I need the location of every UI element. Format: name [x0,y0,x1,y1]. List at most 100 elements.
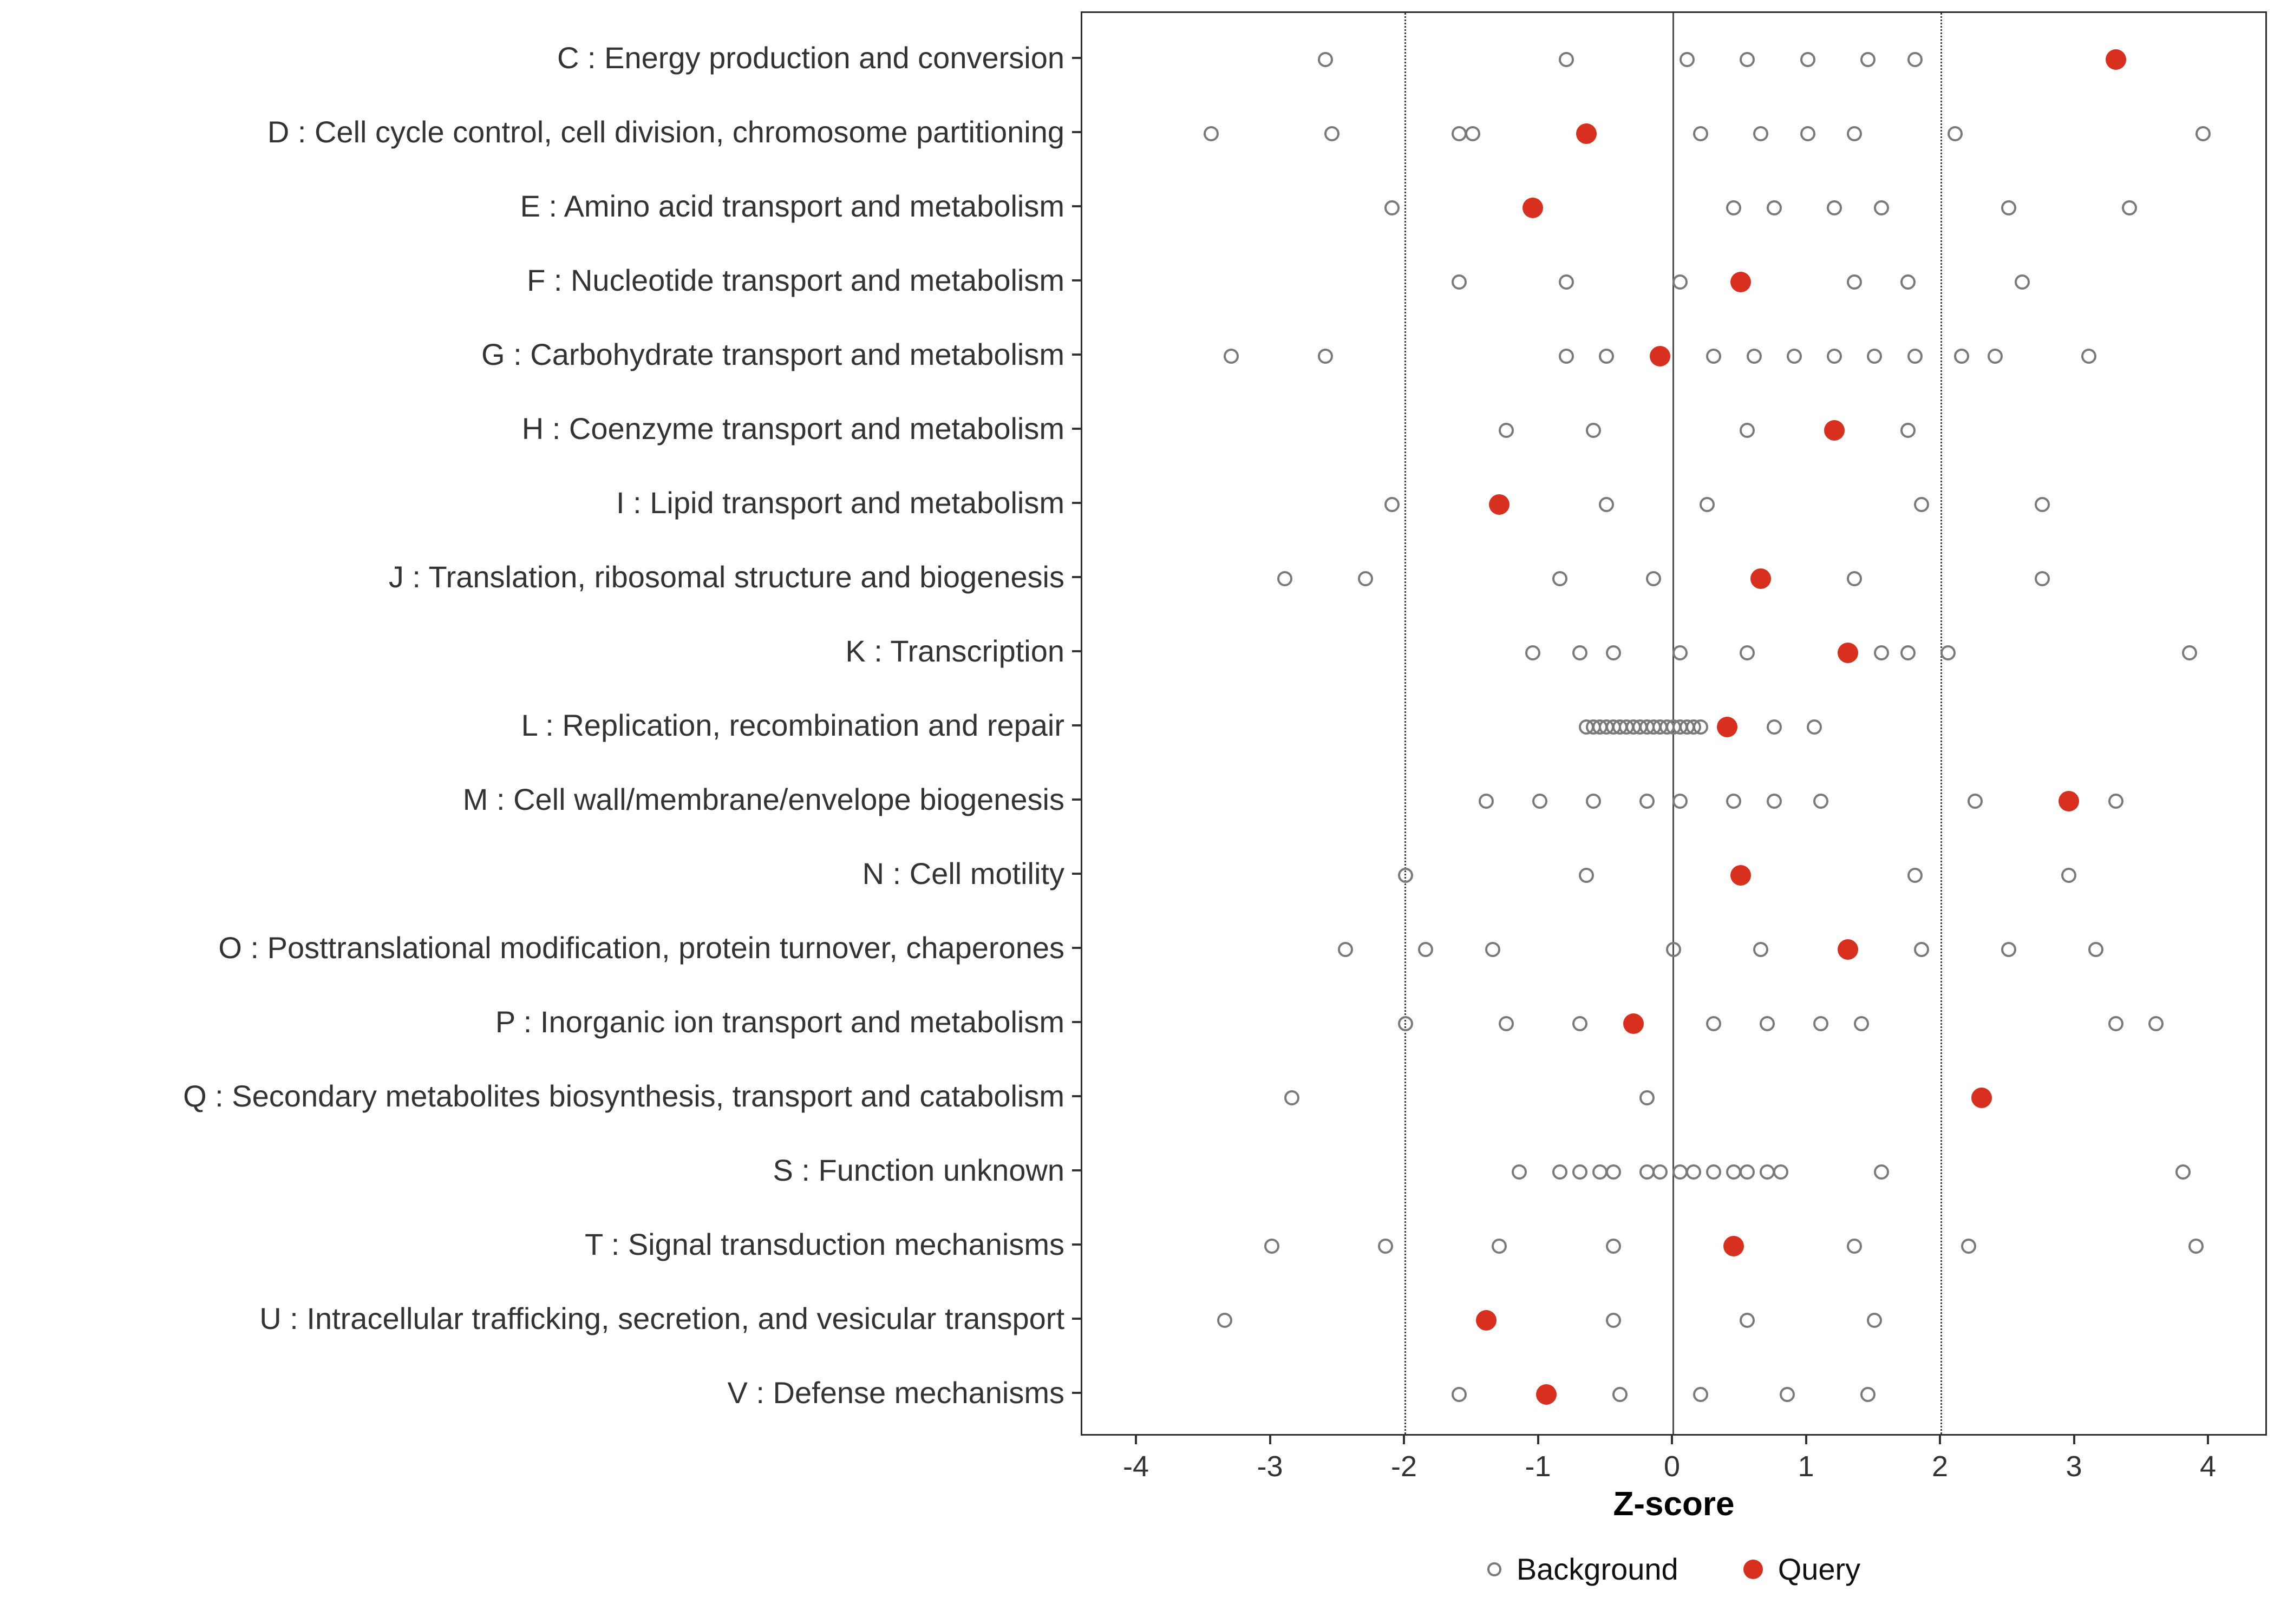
background-point [1753,126,1768,141]
background-point [1988,349,2003,364]
legend-item-query: Query [1743,1551,1860,1587]
query-point [1824,420,1845,441]
background-point [1605,1313,1621,1328]
background-point [1277,571,1293,586]
category-label: G : Carbohydrate transport and metabolis… [481,337,1064,371]
x-tick-label: -3 [1257,1450,1283,1483]
background-point [1284,1090,1299,1105]
category-label: N : Cell motility [862,856,1064,890]
y-axis-tick [1072,1021,1081,1023]
query-point [1650,346,1671,366]
background-point [1813,1016,1829,1031]
background-point [1532,794,1547,809]
background-point [1525,645,1541,660]
category-label: F : Nucleotide transport and metabolism [527,263,1064,297]
query-point [1837,643,1858,663]
y-axis-tick [1072,353,1081,356]
background-point [1452,126,1467,141]
background-point [1652,1164,1668,1180]
y-axis-tick [1072,873,1081,875]
y-axis-tick [1072,131,1081,133]
query-point [2105,49,2126,70]
y-axis-tick [1072,724,1081,726]
background-point [2175,1164,2191,1180]
x-axis-tick [1269,1436,1271,1444]
query-point [1971,1088,1992,1108]
query-point [1475,1310,1497,1331]
query-point [1723,1236,1744,1256]
x-axis-tick [2073,1436,2075,1444]
background-point [1873,200,1889,215]
background-point [1847,126,1863,141]
x-tick-label: 4 [2199,1450,2217,1483]
background-point [1217,1313,1232,1328]
background-point [1572,645,1587,660]
background-point [1900,274,1916,290]
x-axis-tick [1939,1436,1941,1444]
x-tick-label: -1 [1525,1450,1551,1483]
x-tick-label: 3 [2066,1450,2082,1483]
category-label: K : Transcription [845,634,1064,668]
y-axis-tick [1072,650,1081,652]
background-point [1907,52,1923,67]
background-point [2121,200,2137,215]
background-point [1873,645,1889,660]
y-axis-tick [1072,205,1081,207]
background-point [1572,1164,1587,1180]
background-point [1498,1016,1514,1031]
y-axis-tick [1072,1169,1081,1171]
background-point [1853,1016,1869,1031]
background-point [1605,1239,1621,1254]
category-label: H : Coenzyme transport and metabolism [521,411,1064,446]
legend: Background Query [1081,1551,2267,1587]
background-point [1867,349,1883,364]
background-point [1800,126,1815,141]
background-point [1672,274,1688,290]
category-label: V : Defense mechanisms [727,1376,1064,1410]
background-point [1599,497,1615,512]
background-point [1512,1164,1527,1180]
background-point [1726,200,1742,215]
x-tick-label: -4 [1122,1450,1149,1483]
background-point [2001,200,2016,215]
x-axis-tick [1403,1436,1405,1444]
background-point [1579,868,1595,883]
background-point [1847,274,1863,290]
query-point [1535,1384,1557,1405]
y-axis-tick [1072,1243,1081,1246]
category-label: P : Inorganic ion transport and metaboli… [495,1005,1064,1039]
background-point [1639,794,1655,809]
category-label: M : Cell wall/membrane/envelope biogenes… [462,782,1064,816]
background-point [1706,1016,1722,1031]
background-point [1740,52,1755,67]
background-point [1498,423,1514,438]
y-axis-tick [1072,428,1081,430]
background-point [1317,52,1333,67]
background-point [1377,1239,1393,1254]
background-point [2081,349,2097,364]
background-point [1398,868,1413,883]
query-point [1730,865,1751,886]
legend-label-background: Background [1516,1552,1678,1586]
background-point [1706,1164,1722,1180]
x-axis-tick [2207,1436,2209,1444]
background-point [1686,1164,1702,1180]
query-point [1623,1013,1644,1034]
background-point [1324,126,1339,141]
background-point [1847,571,1863,586]
background-point [1760,1016,1775,1031]
category-label: J : Translation, ribosomal structure and… [388,560,1064,594]
background-point [1860,1387,1876,1402]
open-circle-icon [1487,1562,1501,1576]
query-point [1489,494,1510,515]
background-point [1384,497,1400,512]
plot-panel [1081,11,2267,1436]
category-label: T : Signal transduction mechanisms [584,1227,1064,1261]
background-point [1740,645,1755,660]
background-point [1384,200,1400,215]
dotted-reference-line [1404,13,1406,1434]
background-point [1559,349,1574,364]
background-point [2195,126,2211,141]
legend-item-background: Background [1487,1551,1678,1587]
background-point [1766,200,1782,215]
